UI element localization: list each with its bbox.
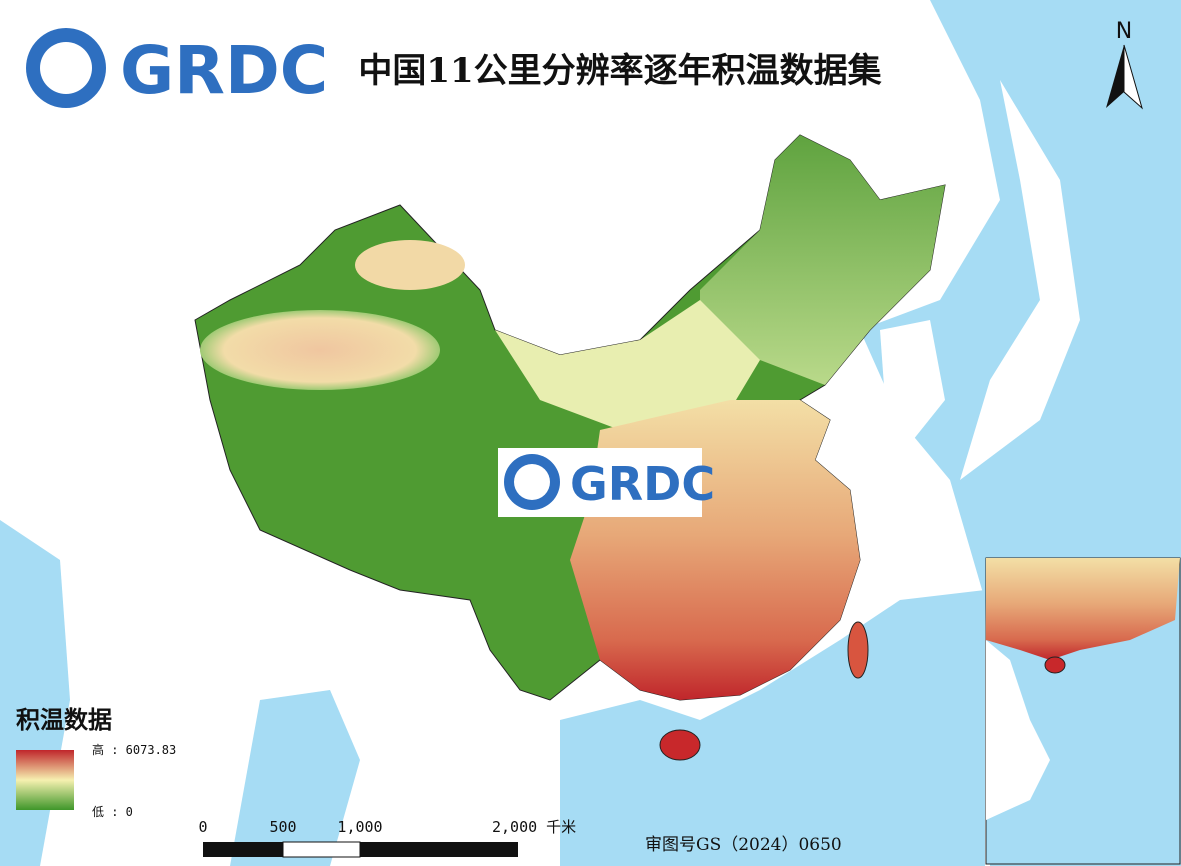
- north-arrow-left: [1106, 45, 1124, 108]
- korea: [880, 320, 945, 450]
- scale-label: 0: [198, 818, 207, 836]
- watermark-text: GRDC: [570, 457, 715, 511]
- legend-title: 积温数据: [16, 705, 112, 734]
- north-label: N: [1116, 19, 1132, 44]
- scale-label: 1,000: [337, 818, 382, 836]
- approval-number: 审图号GS（2024）0650: [645, 835, 842, 855]
- logo-globe-inner: [40, 42, 92, 94]
- legend-ramp: [16, 750, 74, 810]
- tarim-basin: [200, 310, 440, 390]
- logo-text: GRDC: [120, 32, 328, 109]
- map-title: 中国11公里分辨率逐年积温数据集: [358, 51, 881, 91]
- junggar-basin: [355, 240, 465, 290]
- japan: [960, 80, 1080, 480]
- inset-indochina: [986, 640, 1050, 820]
- scale-segment: [282, 841, 361, 858]
- scale-label: 2,000 千米: [492, 818, 576, 836]
- legend-low: 低 : 0: [92, 805, 133, 819]
- scale-segment: [360, 842, 518, 857]
- bay-of-bengal: [230, 690, 360, 866]
- north-region: [495, 300, 760, 430]
- scale-segment: [203, 842, 283, 857]
- taiwan: [847, 621, 869, 679]
- watermark-globe-inner: [514, 464, 550, 500]
- hainan: [659, 729, 701, 761]
- south-sea: [560, 590, 985, 866]
- north-arrow-right: [1123, 44, 1143, 110]
- inset-land: [986, 558, 1180, 660]
- scale-label: 500: [269, 818, 296, 836]
- inset-hainan: [1044, 656, 1066, 674]
- northeast-region: [700, 135, 945, 385]
- legend-high: 高 : 6073.83: [92, 742, 176, 757]
